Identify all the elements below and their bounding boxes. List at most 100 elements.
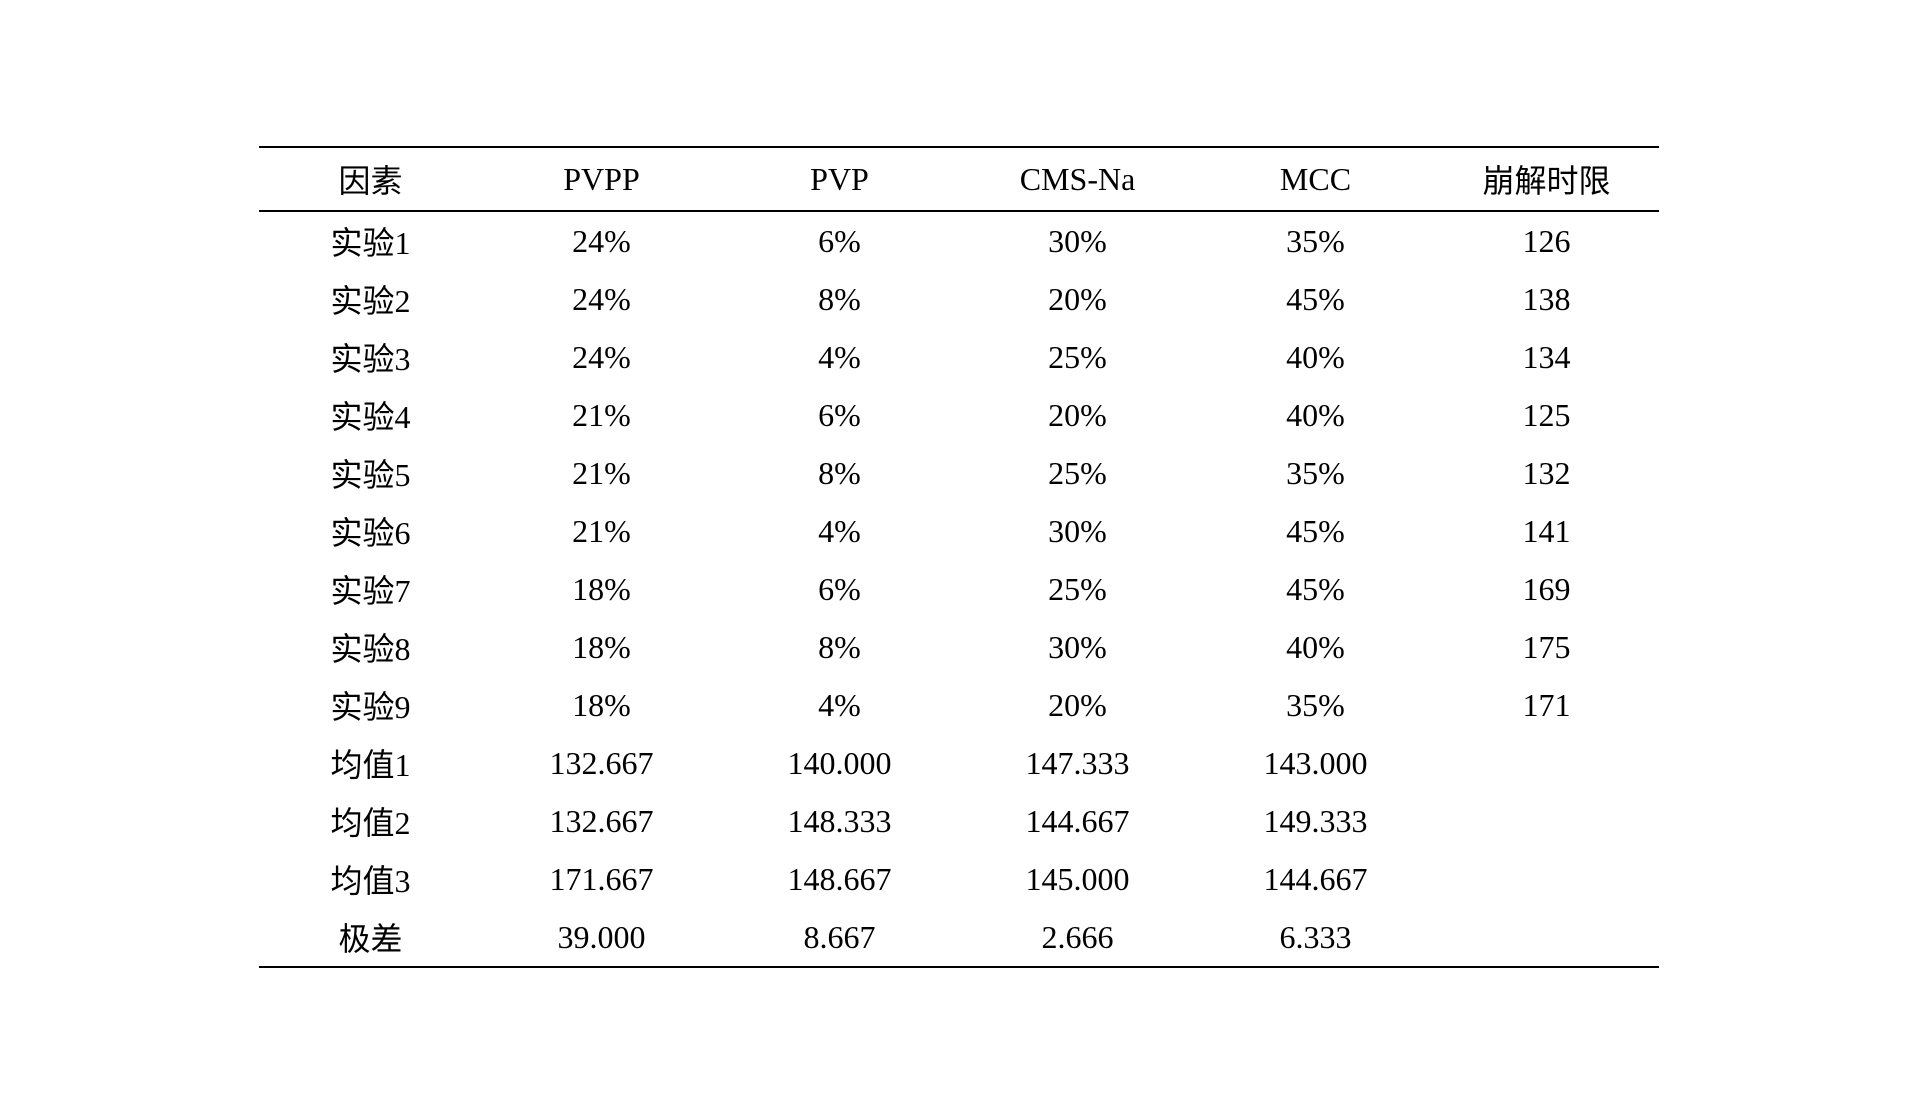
col-header-pvp: PVP [721,147,959,211]
col-header-time: 崩解时限 [1435,147,1659,211]
cell-value: 145.000 [959,850,1197,908]
table-row: 实验2 24% 8% 20% 45% 138 [259,270,1659,328]
cell-label: 均值1 [259,734,483,792]
table-row: 均值3 171.667 148.667 145.000 144.667 [259,850,1659,908]
cell-value: 39.000 [483,908,721,967]
table-row: 实验5 21% 8% 25% 35% 132 [259,444,1659,502]
table-container: 因素 PVPP PVP CMS-Na MCC 崩解时限 实验1 24% 6% 3… [259,146,1659,968]
col-header-mcc: MCC [1197,147,1435,211]
cell-value: 148.667 [721,850,959,908]
cell-value: 40% [1197,328,1435,386]
cell-value: 45% [1197,270,1435,328]
cell-value [1435,792,1659,850]
table-header: 因素 PVPP PVP CMS-Na MCC 崩解时限 [259,147,1659,211]
cell-value: 25% [959,444,1197,502]
cell-value: 134 [1435,328,1659,386]
cell-value: 144.667 [959,792,1197,850]
cell-value: 24% [483,328,721,386]
cell-value: 143.000 [1197,734,1435,792]
cell-value: 30% [959,618,1197,676]
cell-value: 8% [721,444,959,502]
cell-value: 4% [721,328,959,386]
cell-value: 20% [959,270,1197,328]
cell-value [1435,734,1659,792]
cell-value: 30% [959,502,1197,560]
cell-value: 8% [721,270,959,328]
cell-label: 实验7 [259,560,483,618]
cell-value: 6% [721,386,959,444]
cell-value: 169 [1435,560,1659,618]
cell-value: 125 [1435,386,1659,444]
cell-value: 21% [483,502,721,560]
table-body: 实验1 24% 6% 30% 35% 126 实验2 24% 8% 20% 45… [259,211,1659,967]
cell-value: 175 [1435,618,1659,676]
cell-label: 实验6 [259,502,483,560]
cell-value: 140.000 [721,734,959,792]
cell-value [1435,908,1659,967]
table-row: 实验9 18% 4% 20% 35% 171 [259,676,1659,734]
cell-value: 35% [1197,676,1435,734]
table-row: 实验3 24% 4% 25% 40% 134 [259,328,1659,386]
cell-value: 45% [1197,502,1435,560]
cell-value: 25% [959,560,1197,618]
cell-value: 171 [1435,676,1659,734]
cell-value: 18% [483,618,721,676]
header-row: 因素 PVPP PVP CMS-Na MCC 崩解时限 [259,147,1659,211]
col-header-cmsna: CMS-Na [959,147,1197,211]
table-row: 实验8 18% 8% 30% 40% 175 [259,618,1659,676]
cell-value: 35% [1197,211,1435,270]
data-table: 因素 PVPP PVP CMS-Na MCC 崩解时限 实验1 24% 6% 3… [259,146,1659,968]
cell-value: 25% [959,328,1197,386]
cell-label: 实验2 [259,270,483,328]
cell-label: 实验8 [259,618,483,676]
cell-label: 均值2 [259,792,483,850]
cell-value: 4% [721,676,959,734]
cell-value: 4% [721,502,959,560]
cell-value: 132.667 [483,734,721,792]
cell-value: 18% [483,560,721,618]
table-row: 均值1 132.667 140.000 147.333 143.000 [259,734,1659,792]
cell-value: 20% [959,386,1197,444]
cell-value: 45% [1197,560,1435,618]
cell-value: 8% [721,618,959,676]
cell-label: 实验4 [259,386,483,444]
cell-value: 171.667 [483,850,721,908]
cell-value: 149.333 [1197,792,1435,850]
cell-value: 40% [1197,618,1435,676]
cell-value: 35% [1197,444,1435,502]
cell-value: 6% [721,211,959,270]
table-row: 实验1 24% 6% 30% 35% 126 [259,211,1659,270]
cell-label: 实验1 [259,211,483,270]
cell-value: 40% [1197,386,1435,444]
cell-label: 极差 [259,908,483,967]
cell-value: 144.667 [1197,850,1435,908]
cell-value: 6.333 [1197,908,1435,967]
cell-label: 实验3 [259,328,483,386]
cell-value: 147.333 [959,734,1197,792]
cell-value: 6% [721,560,959,618]
table-row: 极差 39.000 8.667 2.666 6.333 [259,908,1659,967]
cell-label: 实验9 [259,676,483,734]
cell-value: 2.666 [959,908,1197,967]
cell-value: 141 [1435,502,1659,560]
table-row: 实验6 21% 4% 30% 45% 141 [259,502,1659,560]
cell-value: 24% [483,211,721,270]
cell-value [1435,850,1659,908]
cell-value: 132 [1435,444,1659,502]
cell-value: 18% [483,676,721,734]
cell-value: 21% [483,386,721,444]
col-header-factor: 因素 [259,147,483,211]
table-row: 均值2 132.667 148.333 144.667 149.333 [259,792,1659,850]
col-header-pvpp: PVPP [483,147,721,211]
cell-value: 8.667 [721,908,959,967]
cell-value: 24% [483,270,721,328]
table-row: 实验4 21% 6% 20% 40% 125 [259,386,1659,444]
cell-value: 21% [483,444,721,502]
cell-value: 148.333 [721,792,959,850]
cell-value: 30% [959,211,1197,270]
cell-label: 实验5 [259,444,483,502]
cell-value: 126 [1435,211,1659,270]
cell-value: 132.667 [483,792,721,850]
table-row: 实验7 18% 6% 25% 45% 169 [259,560,1659,618]
cell-label: 均值3 [259,850,483,908]
